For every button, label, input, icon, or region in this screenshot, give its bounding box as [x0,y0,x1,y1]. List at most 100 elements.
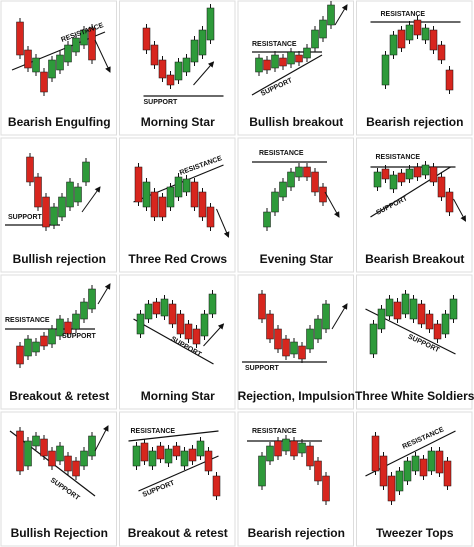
candle-body [282,338,290,357]
candle-body [198,29,207,56]
candle-body [50,206,58,226]
candle-body [158,59,167,79]
candle-body [298,442,306,454]
candle-body [271,54,279,69]
pattern-caption: Morning Star [141,389,215,403]
candle-body [180,450,189,467]
candle-body [200,313,209,337]
candle-body [258,455,266,487]
candle-body [437,44,446,61]
pattern-caption: Bullish Rejection [11,526,108,540]
candle-body [164,448,173,464]
candle-body [190,39,199,63]
candle-body [142,27,151,51]
pattern-caption: Breakout & retest [9,389,109,403]
candle-body [190,181,199,208]
candle-body [255,57,263,73]
candle-body [182,57,191,73]
candle-body [34,176,42,208]
candle-body [427,450,436,472]
pattern-caption: Bullish breakout [249,115,343,129]
candle-body [66,181,74,208]
candle-body [56,318,64,337]
pattern-caption: Evening Star [260,252,334,266]
candle-body [32,435,40,447]
trend-arrow [94,425,109,452]
trend-arrow [97,283,111,305]
trend-arrow [203,323,225,347]
candle-body [166,74,175,86]
level-label: RESISTANCE [259,150,304,157]
level-line [133,318,214,365]
level-label: SUPPORT [8,214,43,221]
trend-arrow [216,208,230,238]
pattern-caption: Tweezer Tops [376,526,454,540]
candle-body [263,59,271,71]
candle-body [371,435,380,472]
candle-body [397,172,406,183]
candle-body [274,440,282,457]
card-border [237,411,354,547]
candle-body [198,191,207,218]
candle-body [56,54,64,71]
candle-body [271,191,279,213]
candle-body [429,166,438,183]
pattern-card: SUPPORT Rejection, Impulsion [237,274,355,410]
candle-body [172,445,181,457]
candle-body [403,460,412,482]
candle-body [206,7,215,41]
level-label: SUPPORT [245,365,280,372]
level-line [251,54,323,96]
candle-body [150,191,159,218]
trend-arrow [324,191,340,218]
candle-body [48,59,56,79]
candle-body [322,303,330,330]
candle-body [411,455,420,472]
candle-body [387,475,396,502]
candle-body [417,303,426,325]
candle-body [425,313,434,330]
candle-body [295,166,303,178]
candle-body [80,301,88,320]
candle-body [290,440,298,457]
pattern-card: RESISTANCE Bearish rejection [356,0,473,136]
candle-body [88,288,96,310]
candle-body [327,4,335,26]
level-label: RESISTANCE [376,154,421,161]
level-label: RESISTANCE [381,11,426,18]
candle-body [445,191,454,213]
candle-body [413,166,422,178]
trend-arrow [94,39,111,73]
candle-body [435,450,444,474]
candle-body [174,176,183,198]
trend-arrow [193,61,215,86]
candle-body [441,313,450,335]
candle-body [298,345,306,360]
candle-body [204,450,213,472]
candle-body [26,156,34,183]
trend-arrow [453,198,466,222]
candle-body [24,338,32,357]
candle-body [48,450,56,467]
candle-body [419,458,428,477]
level-label: RESISTANCE [252,41,297,48]
candle-body [64,455,72,472]
candle-body [136,313,145,335]
candle-body [132,445,141,467]
candle-body [397,29,406,49]
candle-body [311,29,319,49]
candle-body [395,470,404,492]
candle-body [188,448,197,462]
candle-body [303,166,311,178]
candle-body [196,440,205,457]
candle-body [58,196,66,218]
candle-body [88,435,96,457]
